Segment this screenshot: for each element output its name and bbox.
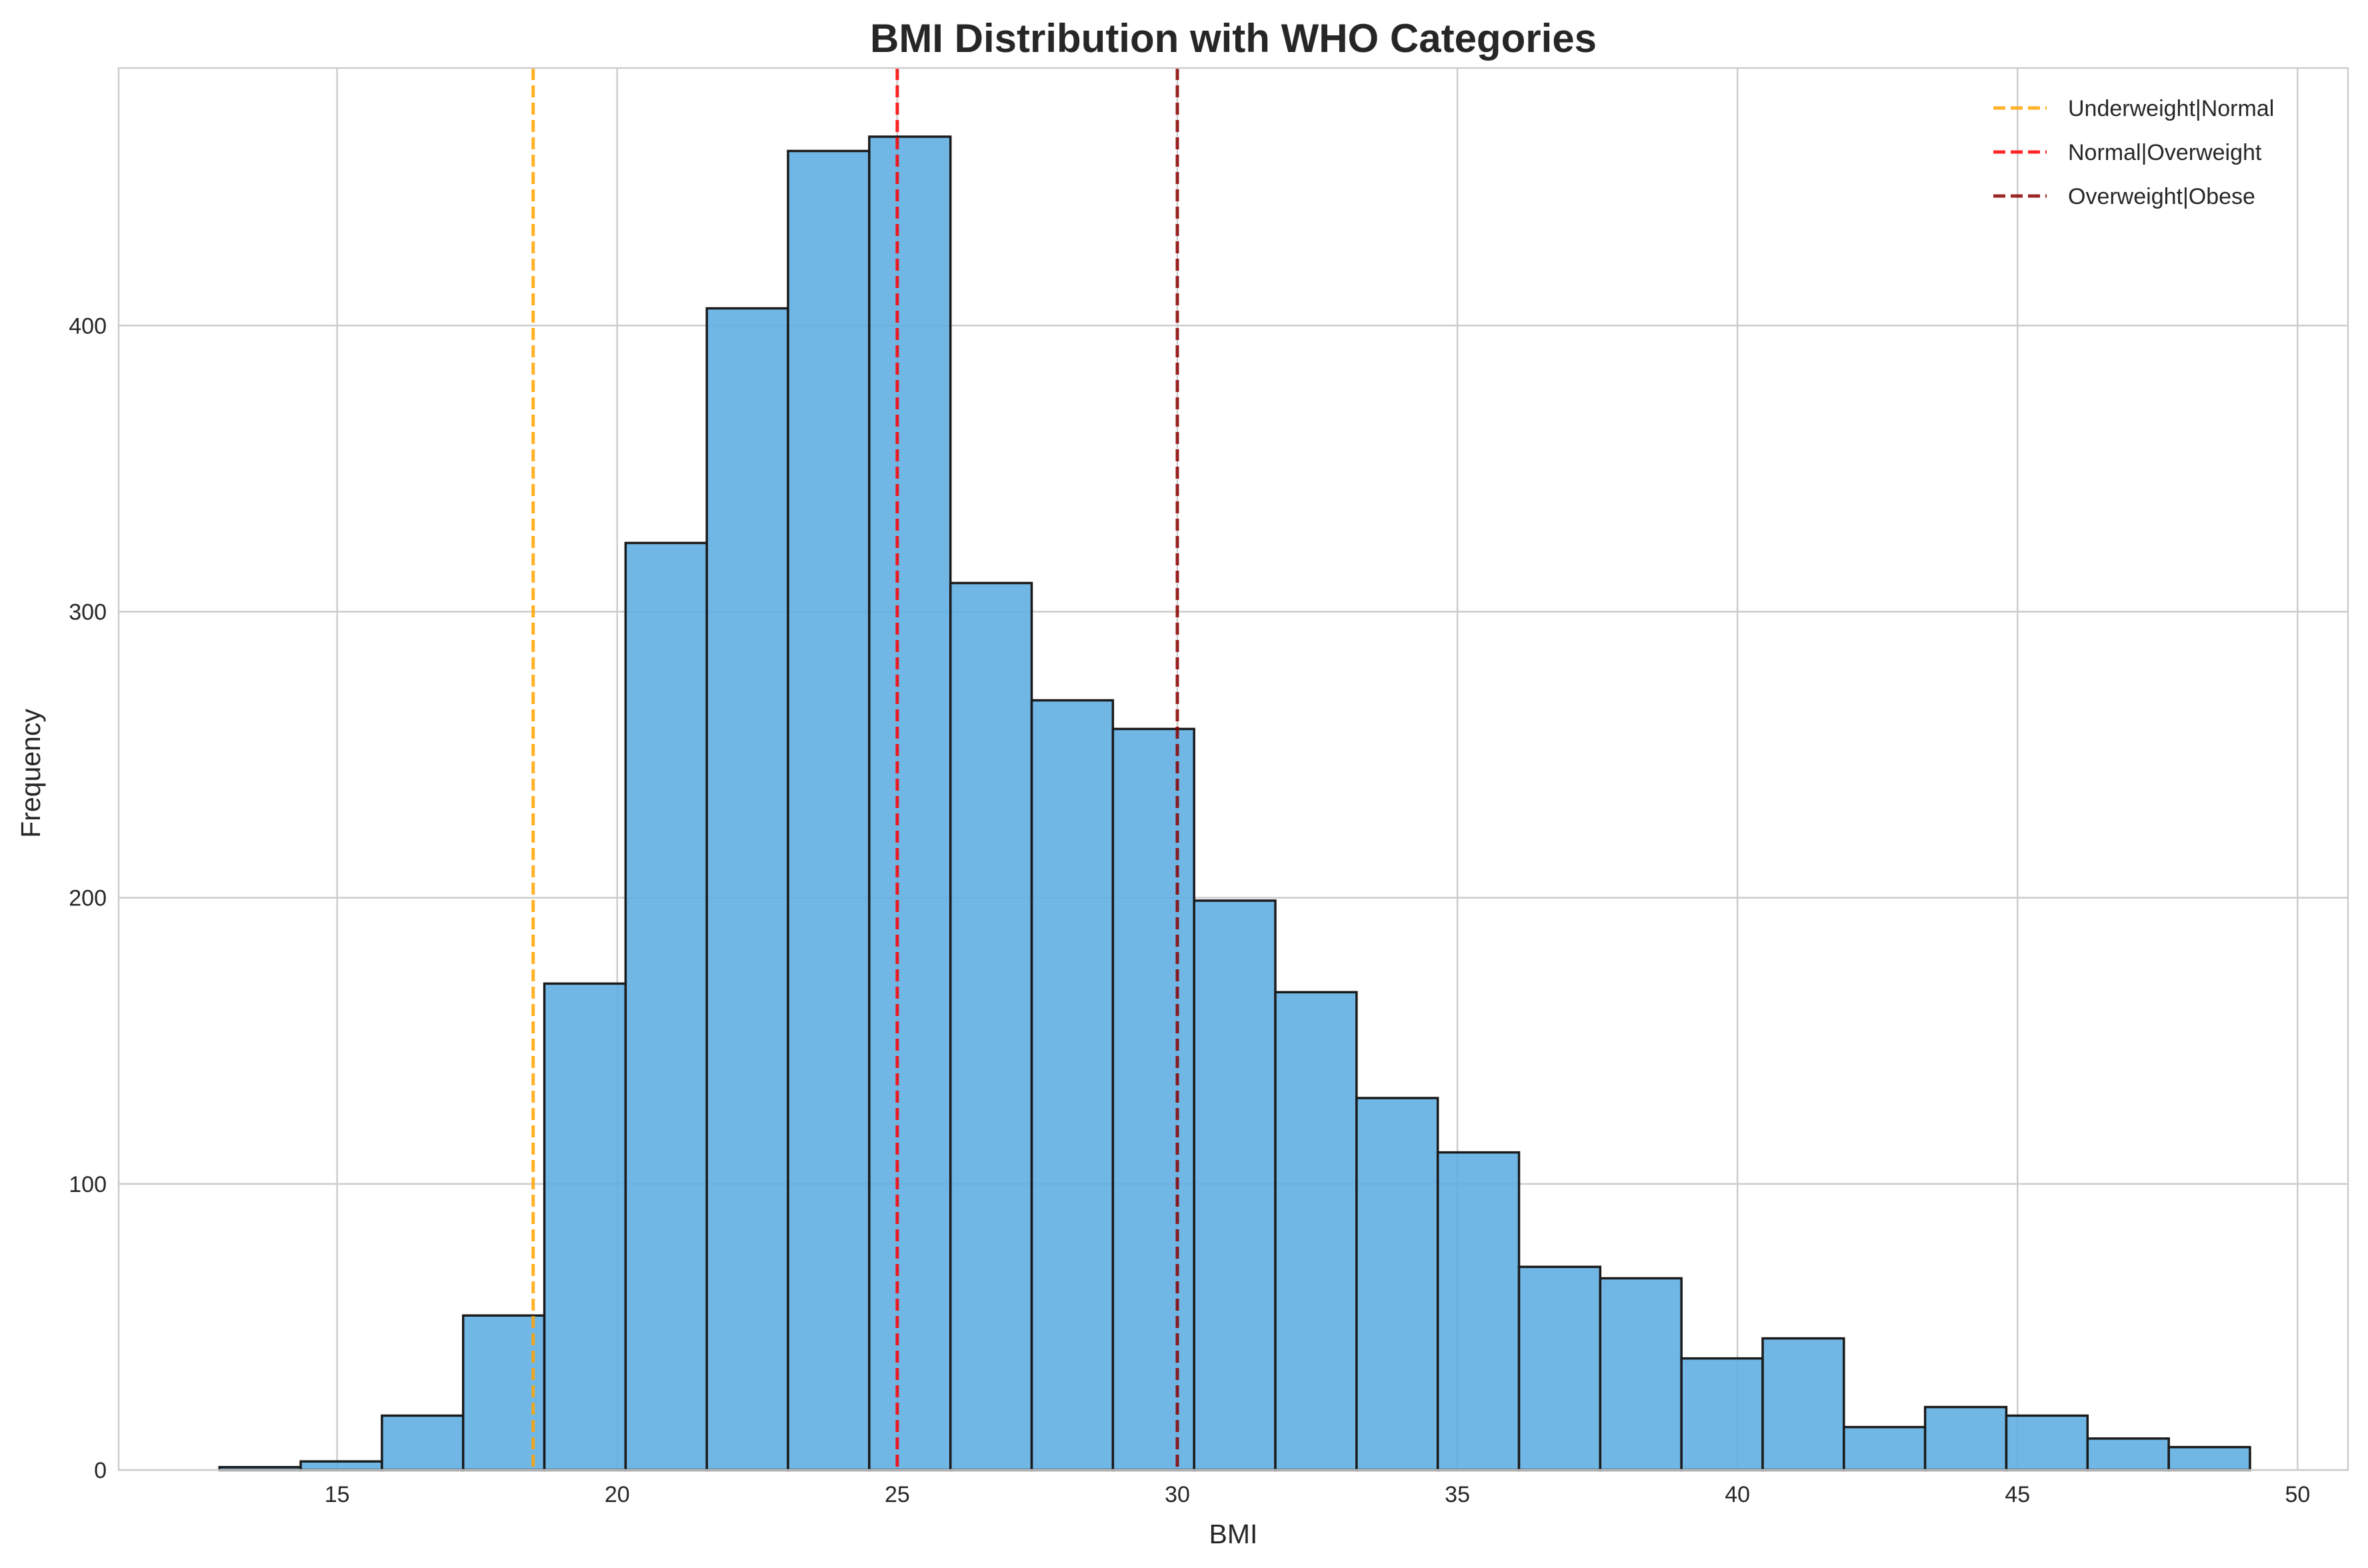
- histogram-bar: [2005, 1414, 2089, 1471]
- x-tick-label: 30: [1165, 1482, 1190, 1507]
- y-tick-labels: 0 100 200 300 400: [69, 313, 107, 1483]
- x-tick-label: 35: [1445, 1482, 1470, 1507]
- histogram-bar: [543, 982, 627, 1471]
- y-tick-label: 200: [69, 886, 107, 911]
- histogram-bar: [787, 149, 871, 1471]
- histogram-bar: [705, 307, 789, 1471]
- histogram-bars: [218, 135, 2251, 1471]
- y-tick-label: 400: [69, 313, 107, 339]
- histogram-bar: [1599, 1277, 1683, 1471]
- x-tick-label: 40: [1725, 1482, 1750, 1507]
- x-tick-label: 20: [605, 1482, 630, 1507]
- histogram-bar: [299, 1460, 383, 1471]
- histogram-bar: [868, 135, 952, 1471]
- legend: Underweight|Normal Normal|Overweight Overw…: [1993, 96, 2274, 209]
- histogram-bar: [2086, 1437, 2170, 1471]
- plot-frame: [117, 67, 2349, 1471]
- histogram-bar: [1923, 1405, 2008, 1471]
- legend-label: Overweight|Obese: [2068, 184, 2255, 209]
- histogram-bar: [1274, 991, 1358, 1471]
- reference-lines: [531, 68, 1179, 1470]
- y-tick-label: 100: [69, 1172, 107, 1197]
- histogram-bar: [1761, 1337, 1845, 1471]
- histogram-bar: [1030, 699, 1115, 1471]
- histogram-bar: [2167, 1445, 2251, 1471]
- histogram-bar: [624, 541, 708, 1471]
- y-tick-label: 0: [94, 1458, 107, 1483]
- legend-label: Underweight|Normal: [2068, 96, 2274, 121]
- x-tick-label: 45: [2005, 1482, 2030, 1507]
- x-axis-label: BMI: [1209, 1519, 1258, 1549]
- legend-label: Normal|Overweight: [2068, 140, 2262, 165]
- histogram-bar: [1436, 1151, 1521, 1471]
- x-tick-labels: 15 20 25 30 35 40 45 50: [325, 1482, 2311, 1507]
- histogram-bar: [1680, 1357, 1764, 1471]
- y-tick-label: 300: [69, 599, 107, 625]
- histogram-bar: [1355, 1097, 1439, 1471]
- histogram-bar: [1843, 1425, 1927, 1471]
- histogram-bar: [381, 1414, 465, 1471]
- y-axis-label: Frequency: [15, 709, 46, 838]
- x-tick-label: 50: [2285, 1482, 2310, 1507]
- histogram-bar: [1517, 1265, 1602, 1471]
- x-tick-label: 25: [885, 1482, 910, 1507]
- histogram-bar: [949, 581, 1033, 1471]
- histogram-bar: [1193, 899, 1277, 1471]
- x-tick-label: 15: [325, 1482, 350, 1507]
- chart-title: BMI Distribution with WHO Categories: [870, 16, 1597, 61]
- histogram-bar: [1111, 727, 1195, 1471]
